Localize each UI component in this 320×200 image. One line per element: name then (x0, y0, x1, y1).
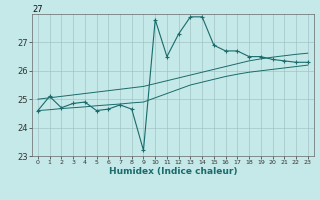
Text: 27: 27 (32, 5, 43, 14)
X-axis label: Humidex (Indice chaleur): Humidex (Indice chaleur) (108, 167, 237, 176)
